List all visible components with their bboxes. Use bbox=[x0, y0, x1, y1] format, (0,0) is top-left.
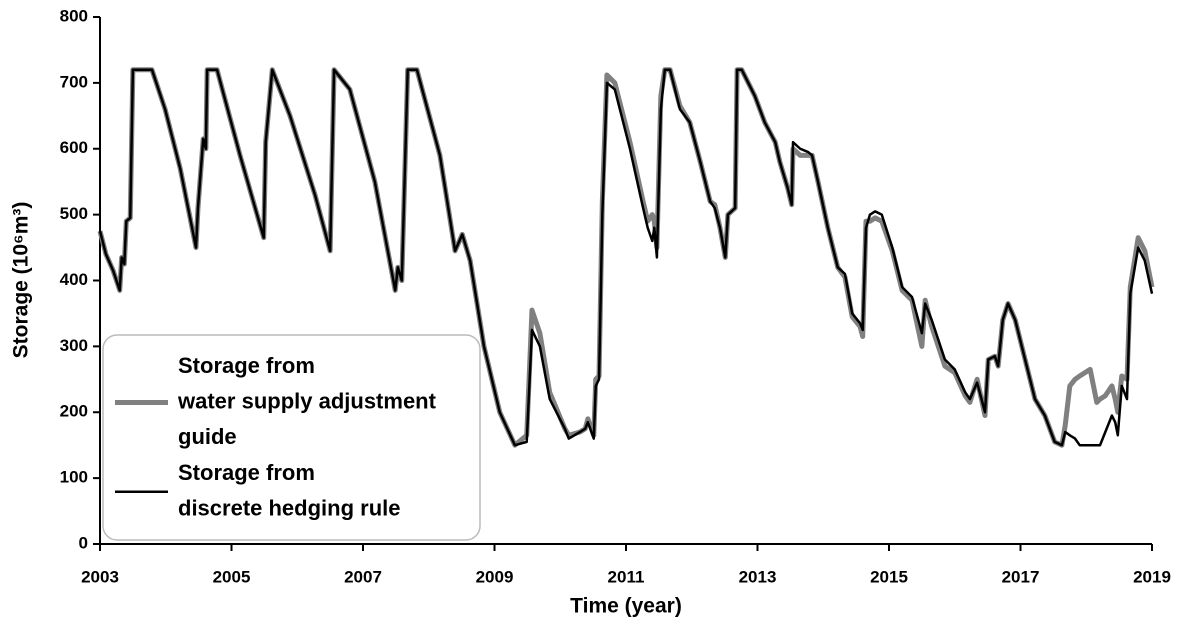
legend-label: Storage from water supply adjustment guide bbox=[177, 353, 437, 449]
legend-label-line: Storage from bbox=[178, 460, 315, 485]
legend-label: Storage from discrete hedging rule bbox=[178, 460, 401, 521]
y-tick-label: 800 bbox=[60, 6, 88, 25]
legend-label-line: guide bbox=[178, 424, 237, 449]
x-tick-label: 2003 bbox=[81, 567, 119, 586]
legend-label-line: discrete hedging rule bbox=[178, 495, 401, 520]
legend-label-line: water supply adjustment bbox=[177, 388, 437, 413]
x-tick-label: 2009 bbox=[476, 567, 514, 586]
y-axis-title: Storage (10⁶m³) bbox=[10, 202, 33, 359]
y-tick-label: 300 bbox=[60, 336, 88, 355]
series-line bbox=[98, 68, 1154, 447]
x-tick-label: 2017 bbox=[1002, 567, 1040, 586]
y-tick-label: 100 bbox=[60, 468, 88, 487]
legend-label-line: Storage from bbox=[178, 353, 315, 378]
y-tick-label: 0 bbox=[79, 533, 88, 552]
x-axis-title: Time (year) bbox=[570, 595, 682, 618]
legend-box bbox=[102, 334, 481, 541]
x-tick-label: 2005 bbox=[213, 567, 251, 586]
y-tick-label: 200 bbox=[60, 402, 88, 421]
x-tick-label: 2019 bbox=[1133, 567, 1171, 586]
x-tick-label: 2007 bbox=[344, 567, 382, 586]
x-tick-label: 2011 bbox=[608, 567, 645, 586]
y-tick-label: 400 bbox=[60, 270, 88, 289]
x-tick-label: 2013 bbox=[739, 567, 777, 586]
y-tick-label: 700 bbox=[60, 72, 88, 91]
y-tick-label: 500 bbox=[60, 204, 88, 223]
y-tick-label: 600 bbox=[60, 138, 88, 157]
x-tick-label: 2015 bbox=[870, 567, 908, 586]
